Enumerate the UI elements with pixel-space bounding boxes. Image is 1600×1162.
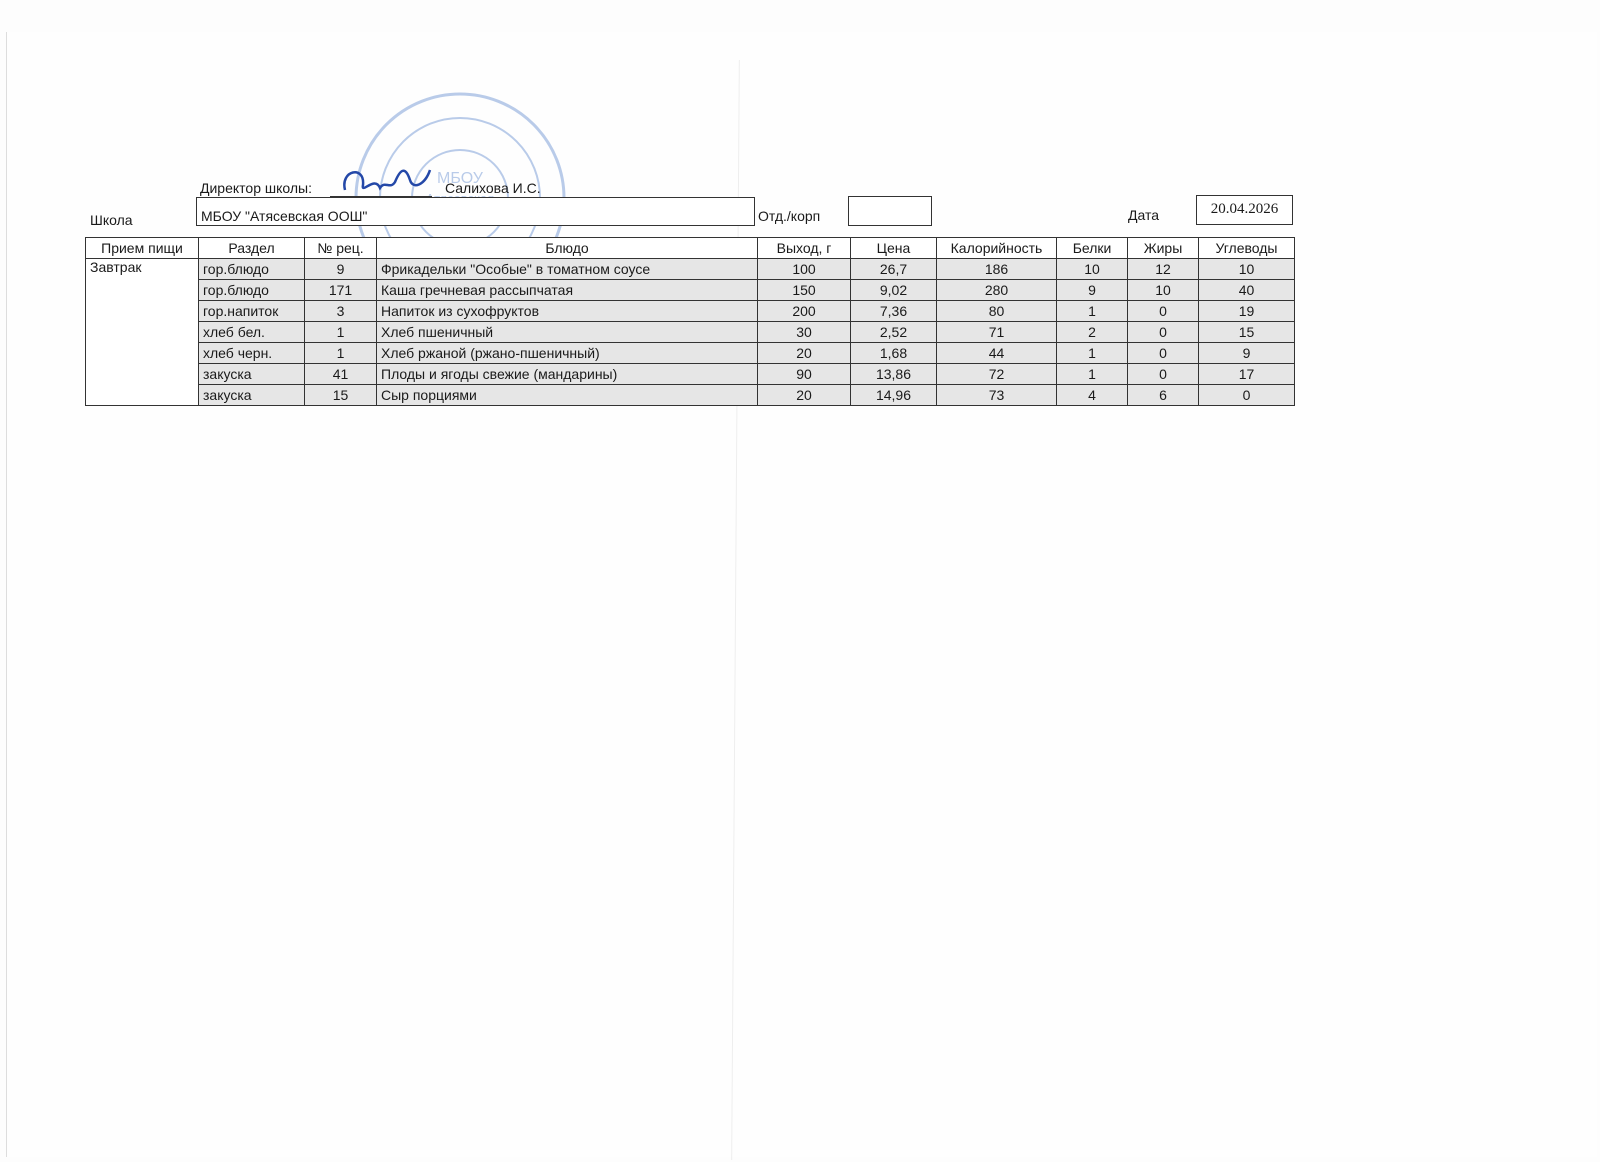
cell-carbs: 9 [1198, 342, 1295, 364]
cell-carbs: 0 [1198, 384, 1295, 406]
cell-dish: Каша гречневая рассыпчатая [376, 279, 758, 301]
cell-fat: 0 [1127, 342, 1199, 364]
cell-carbs: 17 [1198, 363, 1295, 385]
cell-section: гор.блюдо [198, 258, 305, 280]
cell-section: закуска [198, 384, 305, 406]
cell-fat: 0 [1127, 363, 1199, 385]
cell-recipe: 1 [304, 342, 377, 364]
column-header-recipe: № рец. [304, 237, 377, 259]
table-row: хлеб черн. 1 Хлеб ржаной (ржано-пшеничный)… [86, 342, 1295, 364]
school-field[interactable]: МБОУ "Атясевская ООШ" [196, 197, 755, 226]
cell-kcal: 44 [936, 342, 1057, 364]
dept-label: Отд./корп [758, 208, 821, 224]
date-label: Дата [1128, 207, 1160, 223]
cell-price: 1,68 [850, 342, 937, 364]
cell-dish: Хлеб пшеничный [376, 321, 758, 343]
cell-protein: 10 [1056, 258, 1128, 280]
meal-cell: Завтрак [85, 258, 199, 406]
cell-fat: 0 [1127, 300, 1199, 322]
cell-protein: 4 [1056, 384, 1128, 406]
cell-protein: 1 [1056, 363, 1128, 385]
cell-recipe: 41 [304, 363, 377, 385]
cell-carbs: 19 [1198, 300, 1295, 322]
table-header-row: Прием пищи Раздел № рец. Блюдо Выход, г Цена К… [85, 237, 1295, 259]
cell-dish: Напиток из сухофруктов [376, 300, 758, 322]
cell-yield: 200 [757, 300, 851, 322]
cell-yield: 20 [757, 384, 851, 406]
cell-protein: 2 [1056, 321, 1128, 343]
cell-price: 9,02 [850, 279, 937, 301]
cell-carbs: 15 [1198, 321, 1295, 343]
date-field[interactable]: 20.04.2026 [1196, 195, 1293, 225]
cell-protein: 9 [1056, 279, 1128, 301]
column-header-fat: Жиры [1127, 237, 1199, 259]
cell-recipe: 9 [304, 258, 377, 280]
director-label: Директор школы: [200, 180, 312, 196]
cell-dish: Хлеб ржаной (ржано-пшеничный) [376, 342, 758, 364]
cell-price: 2,52 [850, 321, 937, 343]
cell-kcal: 73 [936, 384, 1057, 406]
cell-section: гор.блюдо [198, 279, 305, 301]
column-header-protein: Белки [1056, 237, 1128, 259]
cell-protein: 1 [1056, 300, 1128, 322]
cell-kcal: 186 [936, 258, 1057, 280]
cell-kcal: 280 [936, 279, 1057, 301]
director-name: Салихова И.С. [445, 180, 541, 196]
column-header-meal: Прием пищи [85, 237, 199, 259]
cell-kcal: 71 [936, 321, 1057, 343]
cell-carbs: 40 [1198, 279, 1295, 301]
table-row: Завтрак гор.блюдо 9 Фрикадельки "Особые" в … [85, 258, 1295, 406]
director-signature [343, 169, 432, 191]
column-header-dish: Блюдо [376, 237, 758, 259]
cell-section: хлеб бел. [198, 321, 305, 343]
cell-section: гор.напиток [198, 300, 305, 322]
cell-fat: 0 [1127, 321, 1199, 343]
cell-yield: 30 [757, 321, 851, 343]
table-row: гор.напиток 3 Напиток из сухофруктов 200 7,3… [86, 300, 1295, 322]
dept-field[interactable] [848, 196, 932, 226]
cell-recipe: 3 [304, 300, 377, 322]
cell-price: 7,36 [850, 300, 937, 322]
cell-dish: Фрикадельки "Особые" в томатном соусе [376, 258, 758, 280]
cell-dish: Плоды и ягоды свежие (мандарины) [376, 363, 758, 385]
svg-text:МБОУ: МБОУ [437, 170, 484, 187]
cell-protein: 1 [1056, 342, 1128, 364]
cell-yield: 100 [757, 258, 851, 280]
menu-table: Прием пищи Раздел № рец. Блюдо Выход, г Цена К… [85, 237, 1295, 406]
column-header-calories: Калорийность [936, 237, 1057, 259]
table-row: хлеб бел. 1 Хлеб пшеничный 30 2,52 71 2 0 15 [86, 321, 1295, 343]
cell-recipe: 1 [304, 321, 377, 343]
school-label: Школа [90, 212, 133, 228]
cell-carbs: 10 [1198, 258, 1295, 280]
cell-fat: 12 [1127, 258, 1199, 280]
cell-recipe: 15 [304, 384, 377, 406]
cell-fat: 10 [1127, 279, 1199, 301]
cell-yield: 150 [757, 279, 851, 301]
cell-yield: 20 [757, 342, 851, 364]
cell-dish: Сыр порциями [376, 384, 758, 406]
table-row: закуска 15 Сыр порциями 20 14,96 73 4 6 0 [86, 384, 1295, 406]
cell-fat: 6 [1127, 384, 1199, 406]
cell-kcal: 72 [936, 363, 1057, 385]
cell-recipe: 171 [304, 279, 377, 301]
column-header-yield: Выход, г [757, 237, 851, 259]
cell-kcal: 80 [936, 300, 1057, 322]
cell-section: хлеб черн. [198, 342, 305, 364]
cell-price: 14,96 [850, 384, 937, 406]
cell-price: 26,7 [850, 258, 937, 280]
cell-price: 13,86 [850, 363, 937, 385]
column-header-carbs: Углеводы [1198, 237, 1295, 259]
column-header-section: Раздел [198, 237, 305, 259]
column-header-price: Цена [850, 237, 937, 259]
signature-line [330, 196, 432, 197]
table-row: гор.блюдо 171 Каша гречневая рассыпчатая 15… [86, 279, 1295, 301]
cell-section: закуска [198, 363, 305, 385]
table-row: закуска 41 Плоды и ягоды свежие (мандарины… [86, 363, 1295, 385]
cell-yield: 90 [757, 363, 851, 385]
